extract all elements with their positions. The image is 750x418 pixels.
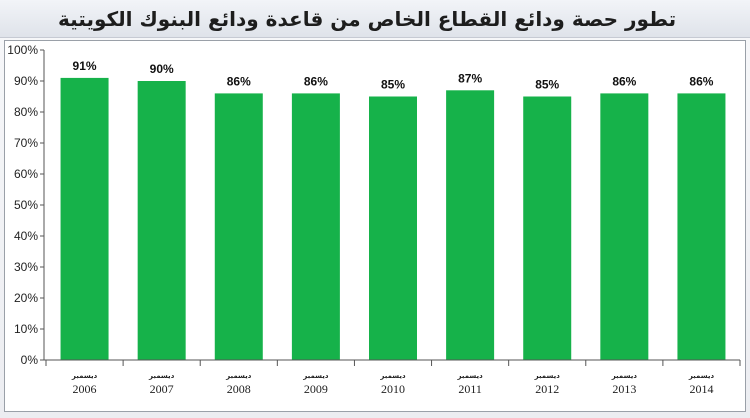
y-tick-label: 40% — [14, 229, 38, 243]
data-label: 85% — [535, 78, 559, 92]
x-tick-label: 2007 — [150, 382, 174, 396]
y-tick-label: 100% — [7, 43, 38, 57]
category-prefix-label: ديسمبر — [148, 372, 175, 380]
bar — [600, 93, 649, 361]
bar — [60, 77, 109, 361]
category-prefix-label: ديسمبر — [456, 372, 483, 380]
category-prefix-label: ديسمبر — [302, 372, 329, 380]
bar — [446, 90, 495, 361]
bar — [137, 81, 186, 360]
y-tick-label: 20% — [14, 291, 38, 305]
category-prefix-label: ديسمبر — [611, 372, 638, 380]
data-label: 86% — [612, 74, 636, 88]
bar — [291, 93, 340, 361]
x-tick-label: 2011 — [458, 382, 482, 396]
category-prefix-label: ديسمبر — [379, 372, 406, 380]
data-label: 86% — [304, 74, 328, 88]
category-prefix-label: ديسمبر — [688, 372, 715, 380]
data-label: 91% — [73, 59, 97, 73]
x-tick-label: 2008 — [227, 382, 251, 396]
data-label: 87% — [458, 71, 482, 85]
category-prefix-label: ديسمبر — [534, 372, 561, 380]
data-label: 85% — [381, 78, 405, 92]
y-tick-label: 50% — [14, 198, 38, 212]
y-tick-label: 10% — [14, 322, 38, 336]
x-tick-label: 2006 — [73, 382, 97, 396]
data-label: 86% — [689, 74, 713, 88]
category-prefix-label: ديسمبر — [71, 372, 98, 380]
y-tick-label: 80% — [14, 105, 38, 119]
bar — [677, 93, 726, 361]
y-tick-label: 70% — [14, 136, 38, 150]
x-tick-label: 2009 — [304, 382, 328, 396]
y-tick-label: 60% — [14, 167, 38, 181]
x-tick-label: 2014 — [689, 382, 713, 396]
y-tick-label: 90% — [14, 74, 38, 88]
bar — [523, 96, 572, 360]
data-label: 86% — [227, 74, 251, 88]
y-tick-label: 0% — [21, 353, 39, 367]
x-tick-label: 2013 — [612, 382, 636, 396]
x-tick-label: 2010 — [381, 382, 405, 396]
y-tick-label: 30% — [14, 260, 38, 274]
category-prefix-label: ديسمبر — [225, 372, 252, 380]
data-label: 90% — [150, 62, 174, 76]
bar — [369, 96, 417, 360]
x-tick-label: 2012 — [535, 382, 559, 396]
bar — [214, 93, 263, 361]
